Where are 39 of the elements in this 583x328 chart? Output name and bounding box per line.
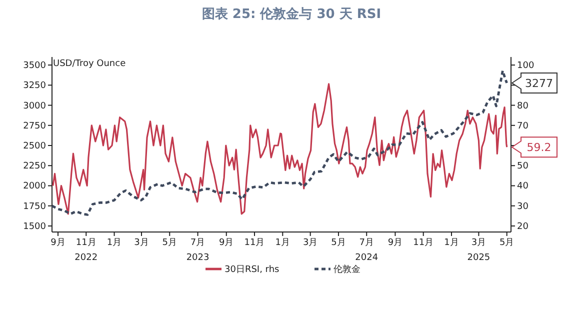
x-tick-label: 1月 <box>444 238 459 248</box>
x-tick-label: 11月 <box>413 238 434 248</box>
y2-tick-label: 40 <box>517 182 529 192</box>
x-tick-label: 7月 2024 <box>355 238 378 263</box>
legend-label: 伦敦金 <box>334 264 360 275</box>
x-tick-label: 7月 2023 <box>186 238 210 263</box>
data-label: 59.2 <box>526 141 552 154</box>
x-tick-label: 11月 <box>244 238 265 248</box>
y2-tick-label: 50 <box>517 162 529 172</box>
x-tick-label: 9月 <box>219 238 234 248</box>
x-tick-label: 3月 2025 <box>467 238 490 263</box>
legend-label: 30日RSI, rhs <box>224 265 280 275</box>
y-tick-label: 3250 <box>23 81 46 92</box>
y-tick-label: 2750 <box>23 121 46 132</box>
y2-tick-label: 20 <box>517 222 529 232</box>
y2-tick-label: 30 <box>517 202 529 212</box>
x-tick-label: 3月 <box>134 238 149 248</box>
y-tick-label: 3500 <box>23 61 46 72</box>
x-tick-label: 1月 <box>106 238 122 248</box>
y-tick-label: 2250 <box>23 162 46 172</box>
x-tick-label: 3月 <box>302 238 318 248</box>
chart-title: 图表 25: 伦敦金与 30 天 RSI <box>202 6 382 22</box>
x-tick-label: 5月 <box>499 238 514 248</box>
x-tick-label: 11月 2022 <box>74 238 98 263</box>
y2-tick-label: 70 <box>517 121 529 132</box>
x-tick-label: 5月 <box>162 238 177 248</box>
y-tick-label: 2000 <box>23 182 46 192</box>
y-tick-label: 2500 <box>23 142 46 152</box>
x-tick-label: 9月 <box>50 238 66 248</box>
y2-tick-label: 80 <box>517 101 529 112</box>
data-label: 3277 <box>525 76 553 90</box>
y-tick-label: 3000 <box>23 101 46 112</box>
y-tick-label: 1500 <box>23 222 46 232</box>
y2-tick-label: 100 <box>517 61 534 72</box>
y-tick-label: 1750 <box>23 202 46 212</box>
x-tick-label: 1月 <box>275 238 290 248</box>
x-tick-label: 9月 <box>388 238 403 248</box>
y-axis-title: USD/Troy Ounce <box>53 59 126 69</box>
x-tick-label: 5月 <box>331 238 346 248</box>
